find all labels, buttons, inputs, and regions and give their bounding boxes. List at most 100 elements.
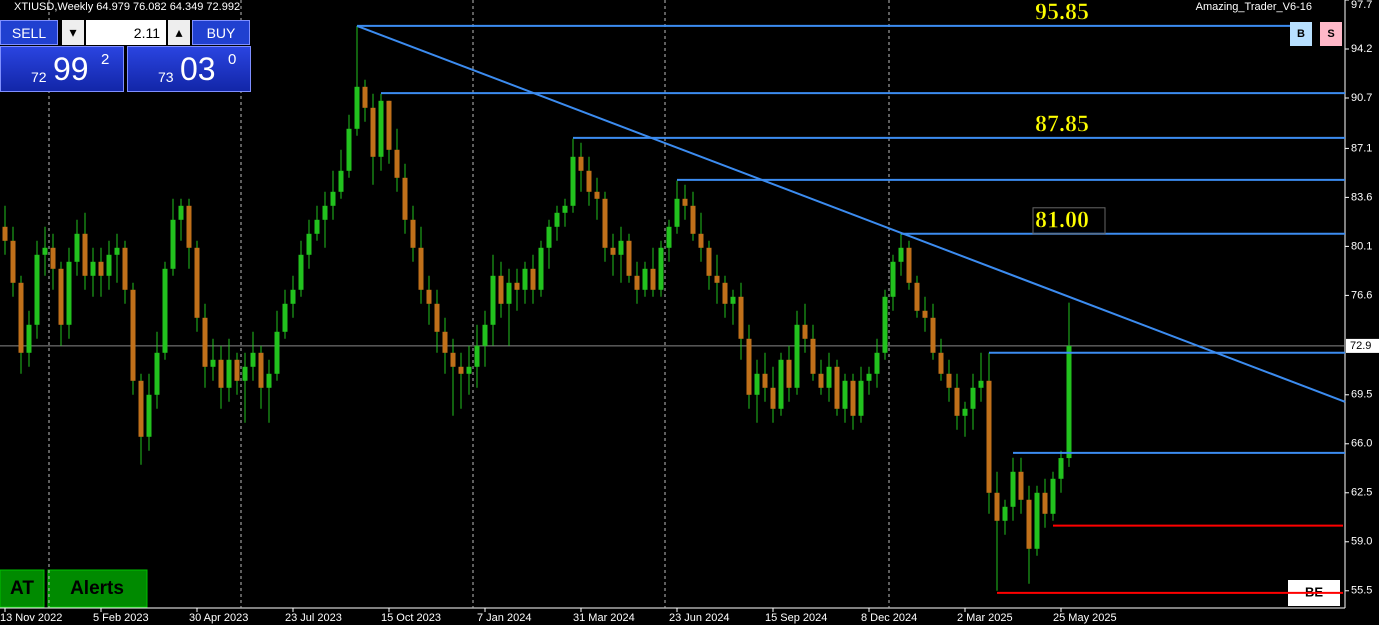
lot-down[interactable]: ▾	[62, 20, 84, 45]
candle-body	[666, 226, 672, 248]
at-button-label[interactable]: AT	[10, 578, 34, 599]
candle-body	[850, 380, 856, 416]
candle-body	[690, 205, 696, 234]
level-label: 81.00	[1035, 207, 1089, 233]
candle-body	[434, 303, 440, 332]
candle-body	[674, 198, 680, 227]
candle-body	[10, 240, 16, 283]
candle-body	[866, 373, 872, 381]
candle-body	[570, 156, 576, 206]
candle-body	[722, 282, 728, 304]
ask-quote[interactable]: 73 03 0	[127, 46, 251, 92]
candle-body	[594, 191, 600, 199]
symbol-header: XTIUSD,Weekly 64.979 76.082 64.349 72.99…	[14, 1, 240, 13]
bid-big: 99	[53, 51, 89, 87]
candle-body	[882, 296, 888, 353]
candle-body	[610, 247, 616, 255]
candle-body	[154, 352, 160, 395]
candle-body	[770, 387, 776, 409]
candle-body	[586, 170, 592, 192]
s-button-label[interactable]: S	[1327, 28, 1334, 40]
candle-body	[474, 345, 480, 367]
candle-body	[370, 107, 376, 157]
lot-up[interactable]: ▴	[168, 20, 190, 45]
y-tick-label: 69.5	[1351, 389, 1372, 401]
candle-body	[18, 282, 24, 353]
candle-body	[258, 352, 264, 388]
candle-body	[954, 387, 960, 416]
candle-body	[146, 394, 152, 437]
b-button[interactable]	[1290, 22, 1312, 46]
candle-body	[786, 359, 792, 388]
candle-body	[682, 198, 688, 206]
y-tick-label: 87.1	[1351, 142, 1372, 154]
candle-body	[98, 261, 104, 276]
current-price-label: 72.9	[1350, 340, 1371, 352]
candle-body	[242, 366, 248, 381]
buy-button[interactable]: BUY	[192, 20, 250, 45]
at-button[interactable]	[0, 569, 45, 608]
candle-body	[282, 303, 288, 332]
candle-body	[34, 254, 40, 325]
candle-body	[754, 373, 760, 395]
candle-body	[1050, 478, 1056, 514]
s-button[interactable]	[1320, 22, 1342, 46]
candle-body	[218, 359, 224, 388]
y-tick-label: 55.5	[1351, 585, 1372, 597]
candle-body	[90, 261, 96, 276]
y-tick-label: 97.7	[1351, 0, 1372, 11]
lot-input[interactable]: 2.11	[86, 20, 166, 45]
candle-body	[138, 380, 144, 437]
level-label-box	[1032, 207, 1106, 235]
candle-body	[386, 100, 392, 150]
candle-body	[314, 219, 320, 234]
candle-body	[1026, 499, 1032, 549]
candle-body	[890, 261, 896, 297]
candle-body	[826, 366, 832, 388]
candle-body	[362, 86, 368, 108]
y-tick-label: 80.1	[1351, 240, 1372, 252]
candle-body	[346, 128, 352, 171]
candle-body	[322, 205, 328, 220]
candle-body	[170, 219, 176, 269]
candle-body	[458, 366, 464, 374]
y-tick-label: 76.6	[1351, 289, 1372, 301]
candle-body	[914, 282, 920, 311]
y-tick-label: 59.0	[1351, 536, 1372, 548]
x-tick-label: 30 Apr 2023	[189, 612, 248, 624]
candle-body	[778, 359, 784, 409]
alerts-button-label[interactable]: Alerts	[70, 578, 124, 599]
candle-body	[74, 233, 80, 262]
candle-body	[490, 275, 496, 325]
y-tick-label: 90.7	[1351, 92, 1372, 104]
x-tick-label: 13 Nov 2022	[0, 612, 62, 624]
candle-body	[546, 226, 552, 248]
x-tick-label: 5 Feb 2023	[93, 612, 149, 624]
sell-button[interactable]: SELL	[0, 20, 58, 45]
candle-body	[306, 233, 312, 255]
candle-body	[1018, 471, 1024, 500]
candle-body	[226, 359, 232, 388]
bid-quote[interactable]: 72 99 2	[0, 46, 124, 92]
x-tick-label: 15 Sep 2024	[765, 612, 827, 624]
candle-body	[970, 387, 976, 409]
x-tick-label: 15 Oct 2023	[381, 612, 441, 624]
alerts-button[interactable]	[47, 569, 148, 608]
x-tick-label: 8 Dec 2024	[861, 612, 917, 624]
x-tick-label: 25 May 2025	[1053, 612, 1117, 624]
b-button-label[interactable]: B	[1297, 28, 1305, 40]
candle-body	[2, 226, 8, 241]
candle-body	[338, 170, 344, 192]
bid-small: 72	[31, 69, 47, 85]
candle-body	[274, 331, 280, 374]
candle-body	[1058, 458, 1064, 479]
y-tick-label: 83.6	[1351, 191, 1372, 203]
candle-body	[50, 247, 56, 269]
level-label: 95.85	[1035, 0, 1089, 25]
candle-body	[906, 247, 912, 283]
candle-body	[378, 100, 384, 157]
x-tick-label: 23 Jun 2024	[669, 612, 730, 624]
candle-body	[554, 212, 560, 227]
candle-body	[794, 324, 800, 388]
candle-body	[530, 268, 536, 290]
